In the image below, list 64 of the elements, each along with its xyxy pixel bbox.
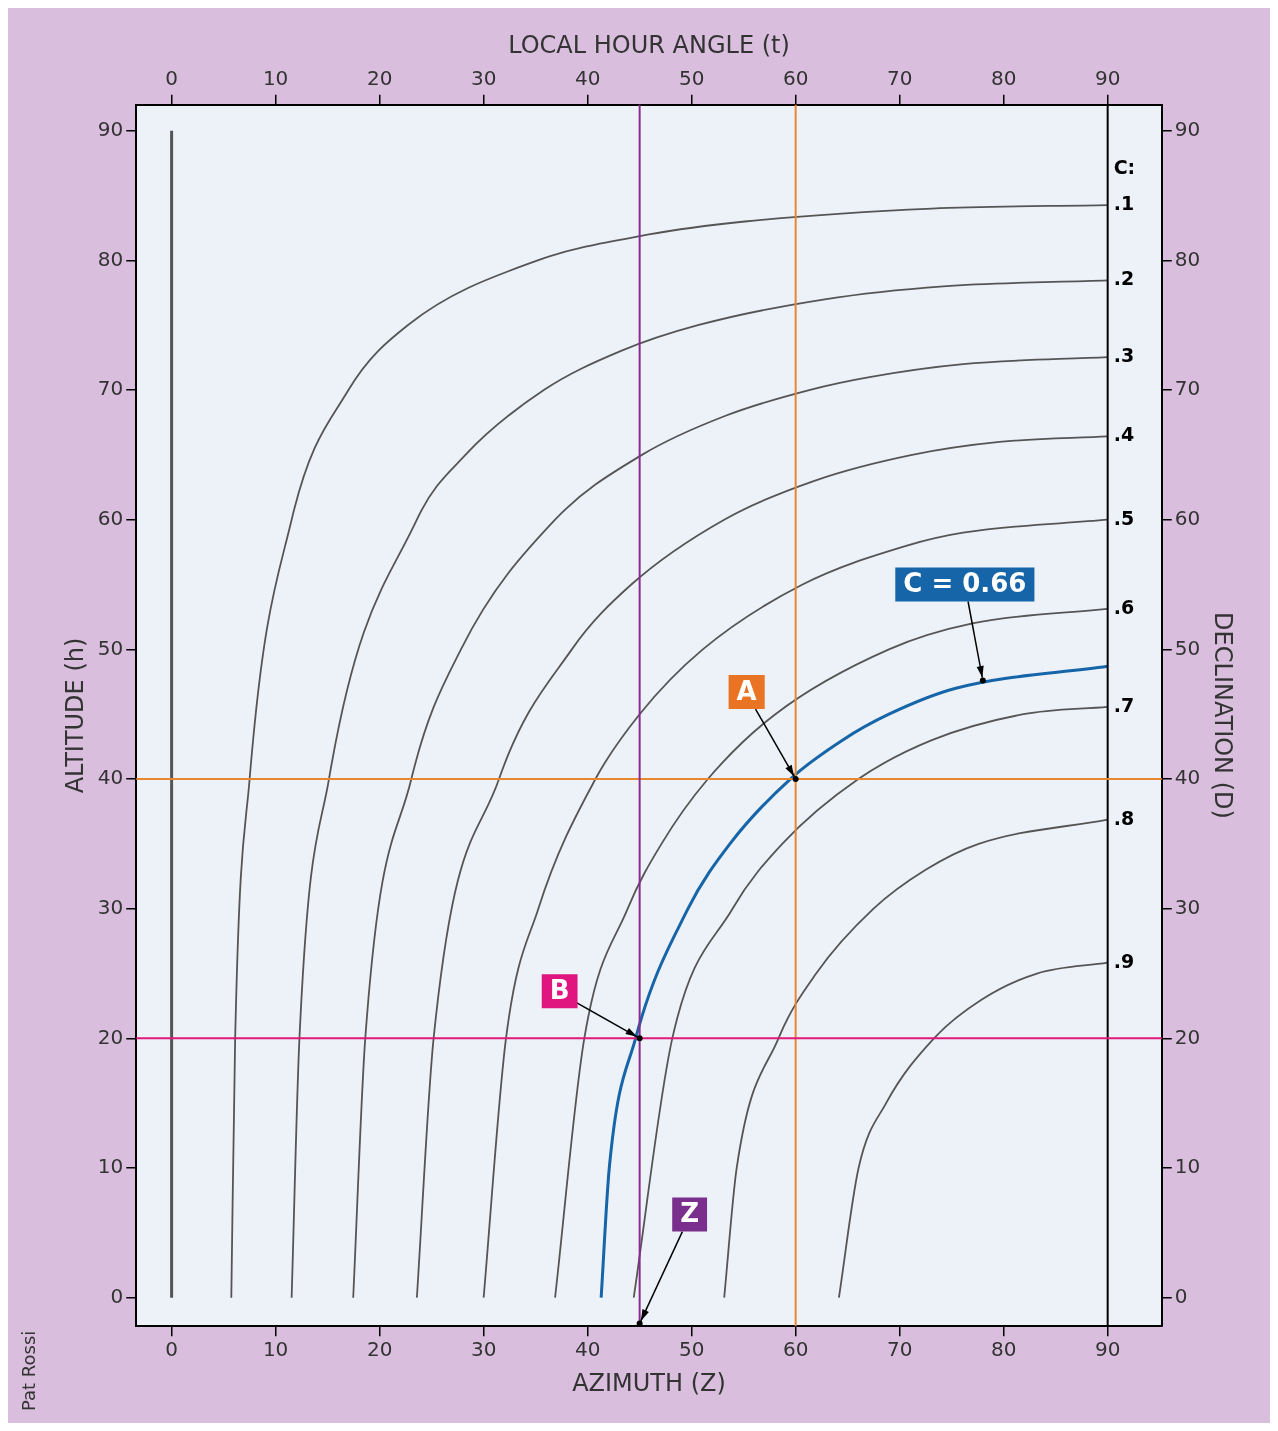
y2-tick-label: 10	[1174, 1154, 1201, 1179]
x-tick-label: 70	[886, 1337, 913, 1362]
x2-tick-label: 30	[470, 66, 497, 90]
series-label: .4	[1113, 423, 1135, 446]
annotation: Z	[680, 1198, 700, 1229]
y2-tick-label: 50	[1174, 635, 1201, 660]
x-tick-label: 0	[165, 1337, 178, 1362]
x-axis-title: AZIMUTH (Z)	[572, 1368, 726, 1397]
x2-tick-label: 40	[574, 66, 601, 90]
y-tick-label: 90	[97, 116, 124, 141]
x-tick-label: 60	[782, 1337, 809, 1362]
x2-axis-title: LOCAL HOUR ANGLE (t)	[508, 30, 790, 59]
y-tick-label: 30	[97, 894, 124, 919]
series-label: .9	[1113, 949, 1135, 972]
x2-tick-label: 60	[782, 66, 809, 90]
x-tick-label: 90	[1094, 1337, 1121, 1362]
x-tick-label: 20	[366, 1337, 393, 1362]
series-label: .7	[1113, 693, 1135, 716]
series-label: .3	[1113, 344, 1135, 367]
y-tick-label: 10	[97, 1154, 124, 1179]
x2-tick-label: 80	[990, 66, 1017, 90]
series-label: .1	[1113, 192, 1135, 215]
y2-tick-label: 60	[1174, 505, 1201, 530]
y2-tick-label: 70	[1174, 376, 1201, 401]
x-tick-label: 50	[678, 1337, 705, 1362]
y2-tick-label: 90	[1174, 116, 1201, 141]
x-tick-label: 40	[574, 1337, 601, 1362]
y2-tick-label: 40	[1174, 765, 1201, 790]
text: Pat Rossi	[17, 1330, 39, 1411]
line-series	[838, 961, 1109, 1299]
x2-tick-label: 10	[262, 66, 289, 90]
series-label: .2	[1113, 267, 1135, 290]
y2-tick-label: 80	[1174, 246, 1201, 271]
legend-title: C:	[1113, 156, 1136, 179]
x2-tick-label: 50	[678, 66, 705, 90]
annotation: C = 0.66	[903, 568, 1027, 599]
x-tick-label: 30	[470, 1337, 497, 1362]
series-label: .8	[1113, 806, 1135, 829]
series-label: .6	[1113, 595, 1135, 618]
y-tick-label: 70	[97, 376, 124, 401]
y-tick-label: 60	[97, 505, 124, 530]
x2-tick-label: 0	[165, 66, 178, 90]
y2-axis-title: DECLINATION (D)	[1209, 612, 1238, 819]
y-axis-title: ALTITUDE (h)	[60, 637, 89, 794]
y2-tick-label: 30	[1174, 894, 1201, 919]
x2-tick-label: 90	[1094, 66, 1121, 90]
line-series	[723, 818, 1109, 1299]
x-tick-label: 10	[262, 1337, 289, 1362]
y2-tick-label: 20	[1174, 1024, 1201, 1049]
y-tick-label: 0	[110, 1283, 124, 1308]
x2-tick-label: 20	[366, 66, 393, 90]
line-series	[482, 518, 1109, 1299]
x2-tick-label: 70	[886, 66, 913, 90]
line-series	[415, 435, 1109, 1299]
series-label: .5	[1113, 506, 1135, 529]
line-series	[554, 607, 1109, 1299]
y-tick-label: 20	[97, 1024, 124, 1049]
y2-tick-label: 0	[1174, 1283, 1188, 1308]
y-tick-label: 40	[97, 765, 124, 790]
y-tick-label: 50	[97, 635, 124, 660]
annotation: B	[549, 975, 570, 1006]
annotation: A	[736, 675, 757, 706]
x-tick-label: 80	[990, 1337, 1017, 1362]
y-tick-label: 80	[97, 246, 124, 271]
